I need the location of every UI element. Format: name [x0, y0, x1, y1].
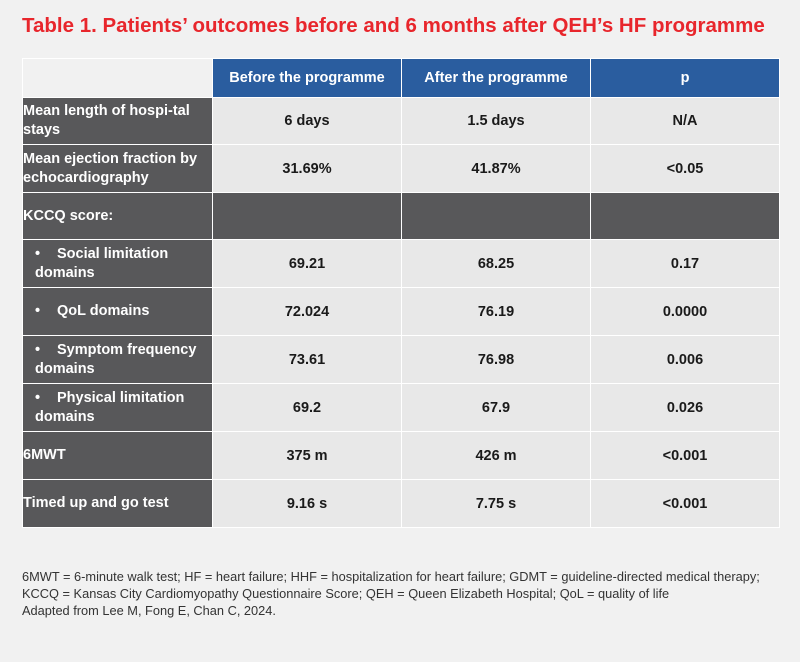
- cell-after: 68.25: [401, 239, 591, 288]
- row-label: Mean length of hospi-tal stays: [22, 97, 213, 145]
- cell-before: 73.61: [212, 335, 402, 384]
- cell-before: 69.21: [212, 239, 402, 288]
- header-after: After the programme: [401, 58, 591, 98]
- row-label: Timed up and go test: [22, 479, 213, 528]
- table-row: • QoL domains 72.024 76.19 0.0000: [22, 287, 780, 336]
- row-label: 6MWT: [22, 431, 213, 480]
- cell-p: <0.001: [590, 479, 780, 528]
- bullet-icon: •: [35, 245, 41, 262]
- row-label: • QoL domains: [22, 287, 213, 336]
- cell-p: <0.05: [590, 144, 780, 193]
- cell-before: 375 m: [212, 431, 402, 480]
- row-label: • Symptom frequency domains: [22, 335, 213, 384]
- table-row: • Social limitation domains 69.21 68.25 0…: [22, 239, 780, 288]
- section-fill: [590, 192, 780, 240]
- table-title: Table 1. Patients’ outcomes before and 6…: [22, 14, 765, 37]
- header-p: p: [590, 58, 780, 98]
- row-label: • Physical limitation domains: [22, 383, 213, 432]
- cell-before: 9.16 s: [212, 479, 402, 528]
- cell-after: 1.5 days: [401, 97, 591, 145]
- cell-after: 67.9: [401, 383, 591, 432]
- cell-before: 6 days: [212, 97, 402, 145]
- cell-before: 31.69%: [212, 144, 402, 193]
- row-label: Mean ejection fraction by echocardiograp…: [22, 144, 213, 193]
- section-label: KCCQ score:: [22, 192, 213, 240]
- table-row: 6MWT 375 m 426 m <0.001: [22, 431, 780, 480]
- cell-p: 0.006: [590, 335, 780, 384]
- cell-p: N/A: [590, 97, 780, 145]
- cell-after: 426 m: [401, 431, 591, 480]
- cell-before: 72.024: [212, 287, 402, 336]
- footnote-source: Adapted from Lee M, Fong E, Chan C, 2024…: [22, 603, 276, 618]
- header-blank-cell: [22, 58, 213, 98]
- table-row: Timed up and go test 9.16 s 7.75 s <0.00…: [22, 479, 780, 528]
- section-fill: [401, 192, 591, 240]
- section-row-kccq: KCCQ score:: [22, 192, 780, 240]
- cell-after: 41.87%: [401, 144, 591, 193]
- row-label-text: Symptom frequency domains: [35, 341, 197, 377]
- bullet-icon: •: [35, 341, 41, 358]
- table-row: Mean length of hospi-tal stays 6 days 1.…: [22, 97, 780, 145]
- row-label-text: QoL domains: [57, 303, 150, 319]
- row-label: • Social limitation domains: [22, 239, 213, 288]
- table-footnote: 6MWT = 6-minute walk test; HF = heart fa…: [22, 568, 782, 619]
- table-row: Mean ejection fraction by echocardiograp…: [22, 144, 780, 193]
- cell-p: 0.026: [590, 383, 780, 432]
- table-row: • Physical limitation domains 69.2 67.9 0…: [22, 383, 780, 432]
- cell-before: 69.2: [212, 383, 402, 432]
- cell-p: 0.0000: [590, 287, 780, 336]
- outcomes-table: Before the programme After the programme…: [22, 58, 780, 528]
- cell-p: <0.001: [590, 431, 780, 480]
- row-label-text: Social limitation domains: [35, 245, 169, 281]
- bullet-icon: •: [35, 389, 41, 406]
- cell-after: 7.75 s: [401, 479, 591, 528]
- table-row: • Symptom frequency domains 73.61 76.98 0…: [22, 335, 780, 384]
- section-fill: [212, 192, 402, 240]
- cell-after: 76.19: [401, 287, 591, 336]
- cell-p: 0.17: [590, 239, 780, 288]
- row-label-text: Physical limitation domains: [35, 389, 185, 425]
- table-header-row: Before the programme After the programme…: [22, 58, 780, 98]
- footnote-abbreviations: 6MWT = 6-minute walk test; HF = heart fa…: [22, 569, 760, 601]
- bullet-icon: •: [35, 303, 41, 319]
- header-before: Before the programme: [212, 58, 402, 98]
- cell-after: 76.98: [401, 335, 591, 384]
